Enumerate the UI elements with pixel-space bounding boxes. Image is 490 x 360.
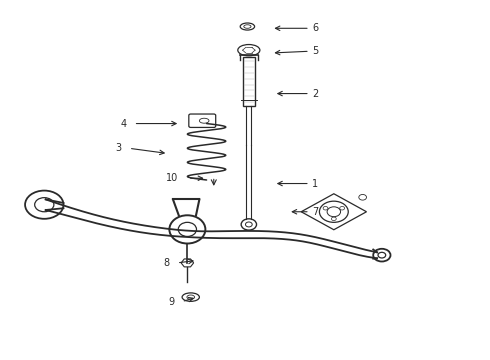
Text: 9: 9 (168, 297, 174, 307)
Text: 1: 1 (312, 179, 318, 189)
Text: 10: 10 (166, 173, 178, 183)
Text: 2: 2 (312, 89, 318, 99)
Text: 3: 3 (115, 143, 122, 153)
Text: 7: 7 (312, 207, 318, 217)
Text: 4: 4 (120, 118, 126, 129)
Text: 5: 5 (312, 46, 318, 56)
Text: 6: 6 (312, 23, 318, 33)
Text: 8: 8 (163, 258, 170, 268)
